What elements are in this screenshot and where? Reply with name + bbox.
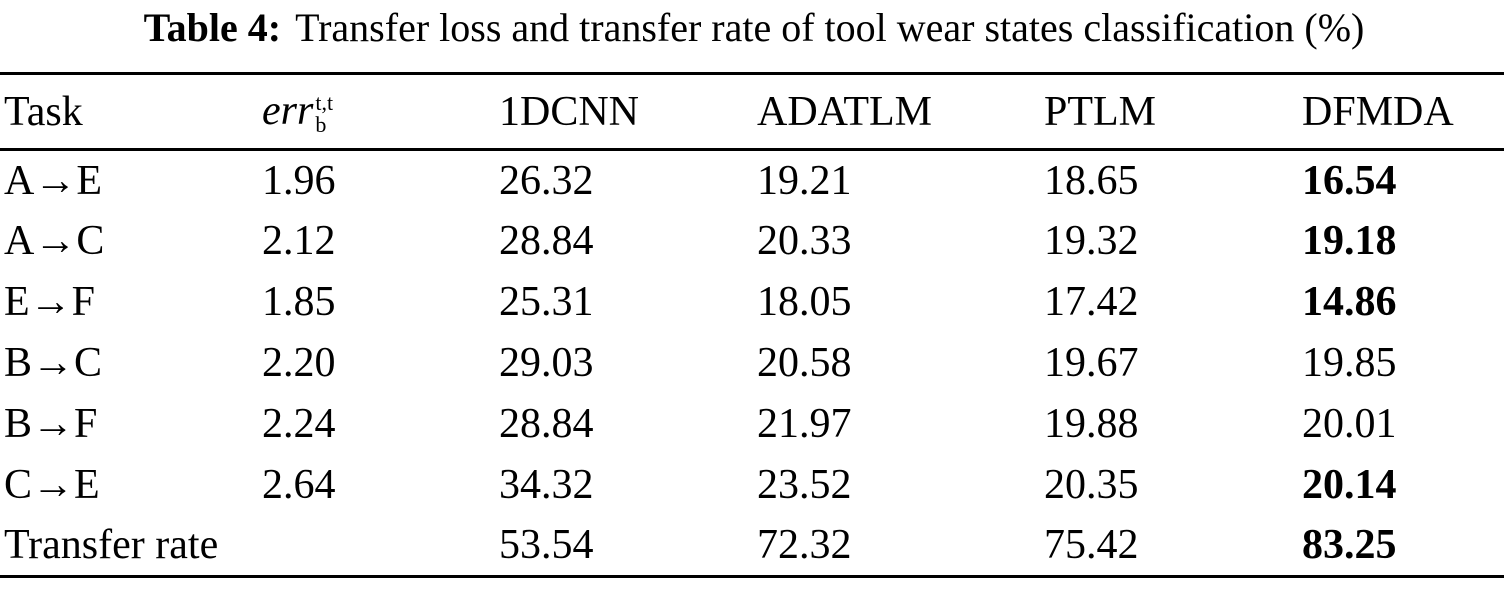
row-label: C→E xyxy=(4,462,100,508)
header-scripts: t,t b xyxy=(315,92,333,136)
table-cell: 20.58 xyxy=(757,340,852,386)
header-cell: ADATLM xyxy=(757,88,932,135)
table-cell: 29.03 xyxy=(499,340,594,386)
table-cell: 14.86 xyxy=(1302,279,1397,325)
table-cell: 19.85 xyxy=(1302,340,1397,386)
caption-label: Table 4: xyxy=(143,5,282,50)
table-cell: 28.84 xyxy=(499,401,594,447)
table-row: B→F 2.24 28.84 21.97 19.88 20.01 xyxy=(0,394,1504,455)
table-row: B→C 2.20 29.03 20.58 19.67 19.85 xyxy=(0,333,1504,394)
table-cell: 83.25 xyxy=(1302,522,1397,569)
table-cell: 28.84 xyxy=(499,218,594,264)
table-cell: 20.33 xyxy=(757,218,852,264)
header-cell: DFMDA xyxy=(1302,88,1454,135)
table-cell: 21.97 xyxy=(757,401,852,447)
table-cell: 75.42 xyxy=(1044,522,1139,569)
table-cell: 18.05 xyxy=(757,279,852,325)
row-label: Transfer rate xyxy=(4,522,219,569)
table-cell: 20.01 xyxy=(1302,401,1397,447)
table-row: A→C 2.12 28.84 20.33 19.32 19.18 xyxy=(0,211,1504,272)
row-label: B→C xyxy=(4,340,103,386)
row-label: E→F xyxy=(4,279,96,325)
table-cell: 2.12 xyxy=(262,218,336,264)
row-label: B→F xyxy=(4,401,98,447)
table-cell: 18.65 xyxy=(1044,157,1139,204)
table-cell: 17.42 xyxy=(1044,279,1139,325)
table-cell: 2.24 xyxy=(262,401,336,447)
caption-text: Transfer loss and transfer rate of tool … xyxy=(295,5,1365,50)
header-base: err xyxy=(262,87,314,134)
table-cell: 25.31 xyxy=(499,279,594,325)
table-cell: 1.85 xyxy=(262,279,336,325)
table-row: Transfer rate 53.54 72.32 75.42 83.25 xyxy=(0,516,1504,577)
row-label: A→C xyxy=(4,218,105,264)
table-row: E→F 1.85 25.31 18.05 17.42 14.86 xyxy=(0,272,1504,333)
table-cell: 19.32 xyxy=(1044,218,1139,264)
table-body: A→E 1.96 26.32 19.21 18.65 16.54 A→C 2.12 28.84 2… xyxy=(0,150,1504,577)
table-cell: 2.20 xyxy=(262,340,336,386)
table-cell: 19.67 xyxy=(1044,340,1139,386)
table-cell: 72.32 xyxy=(757,522,852,569)
table-cell: 53.54 xyxy=(499,522,594,569)
header-row: Task err t,t b 1DCNN ADATLM PTLM DFMDA xyxy=(0,73,1504,150)
header-cell: PTLM xyxy=(1044,88,1157,135)
table-cell: 20.14 xyxy=(1302,462,1397,508)
table-cell: 23.52 xyxy=(757,462,852,508)
table-cell: 19.18 xyxy=(1302,218,1397,264)
table: Task err t,t b 1DCNN ADATLM PTLM DFMDA A→E 1.96 2… xyxy=(0,72,1504,578)
table-header: Task err t,t b 1DCNN ADATLM PTLM DFMDA xyxy=(0,73,1504,150)
table-row: A→E 1.96 26.32 19.21 18.65 16.54 xyxy=(0,150,1504,211)
table-row: C→E 2.64 34.32 23.52 20.35 20.14 xyxy=(0,455,1504,516)
table-cell: 1.96 xyxy=(262,157,336,204)
header-cell: 1DCNN xyxy=(499,88,640,135)
header-sup: t,t xyxy=(315,90,334,116)
table-cell: 16.54 xyxy=(1302,157,1397,204)
header-cell: Task xyxy=(4,88,83,135)
caption: Table 4: Transfer loss and transfer rate … xyxy=(0,4,1508,51)
table-cell: 2.64 xyxy=(262,462,336,508)
row-label: A→E xyxy=(4,157,102,204)
table-cell: 19.88 xyxy=(1044,401,1139,447)
table-cell: 26.32 xyxy=(499,157,594,204)
header-cell: err t,t b xyxy=(258,74,495,150)
header-sub: b xyxy=(315,112,327,138)
table-cell: 34.32 xyxy=(499,462,594,508)
table-cell: 19.21 xyxy=(757,157,852,204)
table-cell: 20.35 xyxy=(1044,462,1139,508)
